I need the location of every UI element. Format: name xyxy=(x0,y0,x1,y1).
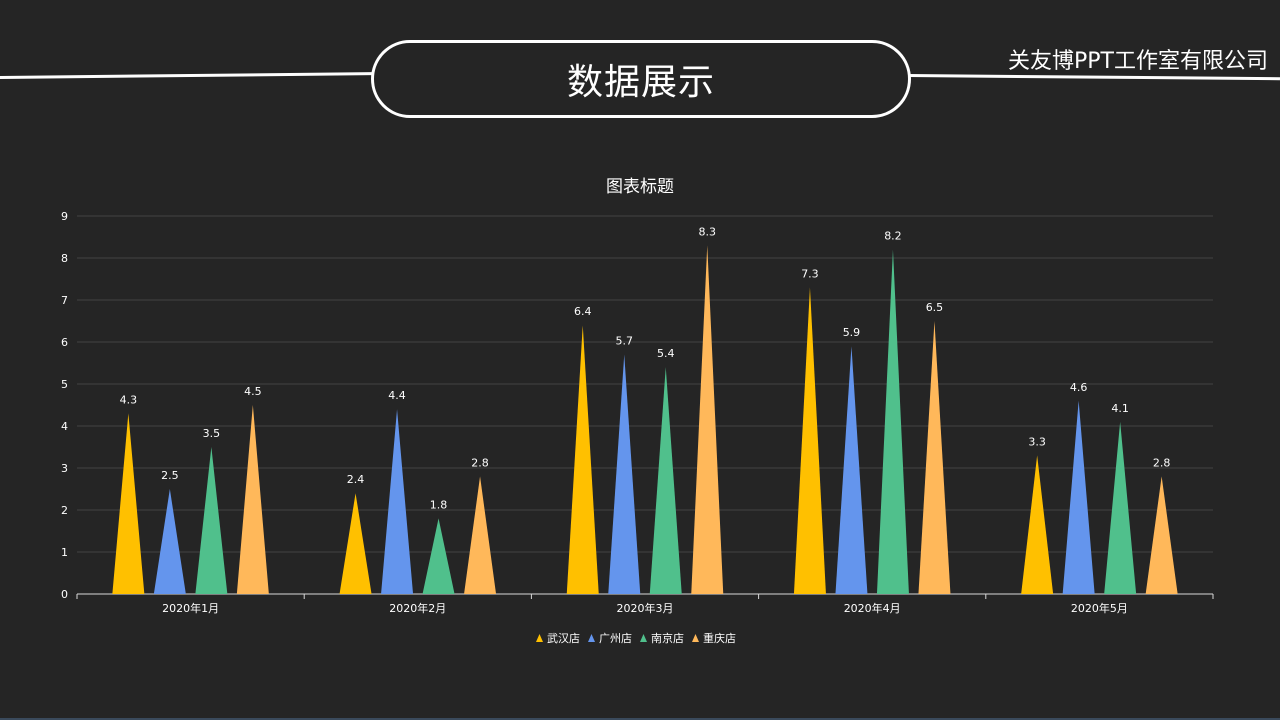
x-tick-label: 2020年5月 xyxy=(1071,601,1128,615)
data-label: 3.3 xyxy=(1028,435,1046,448)
bar-广州店-2020年1月 xyxy=(153,489,186,594)
bar-南京店-2020年3月 xyxy=(649,367,682,594)
legend-label: 武汉店 xyxy=(547,631,580,645)
slide-title: 数据展示 xyxy=(566,62,715,103)
data-label: 1.8 xyxy=(430,498,448,511)
y-tick-label: 9 xyxy=(61,210,68,223)
bar-南京店-2020年1月 xyxy=(195,447,228,594)
legend-marker xyxy=(692,634,699,642)
legend-label: 重庆店 xyxy=(703,631,736,645)
data-label: 2.4 xyxy=(347,473,365,486)
y-tick-label: 2 xyxy=(61,504,68,517)
y-tick-label: 3 xyxy=(61,462,68,475)
legend-marker xyxy=(588,634,595,642)
data-label: 4.1 xyxy=(1111,402,1129,415)
bar-武汉店-2020年2月 xyxy=(339,493,372,594)
data-label: 5.9 xyxy=(843,326,861,339)
bars xyxy=(112,245,1178,594)
y-tick-label: 7 xyxy=(61,294,68,307)
legend-label: 广州店 xyxy=(599,631,632,645)
data-label: 6.4 xyxy=(574,305,592,318)
bar-重庆店-2020年2月 xyxy=(464,476,497,594)
x-tick-label: 2020年2月 xyxy=(389,601,446,615)
bar-广州店-2020年4月 xyxy=(835,346,868,594)
bar-武汉店-2020年1月 xyxy=(112,413,145,594)
company-name: 关友博PPT工作室有限公司 xyxy=(1008,49,1268,74)
chart-title: 图表标题 xyxy=(606,177,674,197)
y-tick-label: 1 xyxy=(61,546,68,559)
y-tick-label: 8 xyxy=(61,252,68,265)
x-tick-label: 2020年3月 xyxy=(617,601,674,615)
bar-重庆店-2020年5月 xyxy=(1145,476,1178,594)
data-label: 8.2 xyxy=(884,230,902,243)
data-label: 2.5 xyxy=(161,469,179,482)
legend-marker xyxy=(536,634,543,642)
x-tick-label: 2020年1月 xyxy=(162,601,219,615)
bar-南京店-2020年5月 xyxy=(1104,421,1137,594)
data-label: 3.5 xyxy=(203,427,221,440)
data-label: 4.3 xyxy=(120,393,138,406)
bar-武汉店-2020年4月 xyxy=(793,287,826,594)
data-label: 6.5 xyxy=(926,301,944,314)
data-labels: 4.3 2.4 6.4 7.3 3.3 2.5 4.4 5.7 5.9 4.6 3.5 1.8 5.4 8… xyxy=(120,225,1171,511)
data-label: 5.4 xyxy=(657,347,675,360)
x-tick-label: 2020年4月 xyxy=(844,601,901,615)
bar-重庆店-2020年4月 xyxy=(918,321,951,594)
y-tick-label: 0 xyxy=(61,588,68,601)
legend: 武汉店 广州店 南京店 重庆店 xyxy=(536,631,736,645)
legend-marker xyxy=(640,634,647,642)
data-label: 2.8 xyxy=(471,456,489,469)
data-label: 4.5 xyxy=(244,385,262,398)
grid-lines xyxy=(77,215,1213,553)
data-label: 5.7 xyxy=(616,335,634,348)
bar-武汉店-2020年5月 xyxy=(1021,455,1054,594)
bottom-edge xyxy=(0,718,1280,720)
title-pill: 数据展示 xyxy=(371,40,911,118)
data-label: 4.4 xyxy=(388,389,406,402)
bar-南京店-2020年2月 xyxy=(422,518,455,594)
bar-广州店-2020年3月 xyxy=(608,354,641,594)
bar-广州店-2020年5月 xyxy=(1062,400,1095,594)
y-tick-label: 4 xyxy=(61,420,68,433)
data-label: 7.3 xyxy=(801,267,819,280)
bar-重庆店-2020年1月 xyxy=(236,405,269,594)
legend-label: 南京店 xyxy=(651,631,684,645)
bar-南京店-2020年4月 xyxy=(876,249,909,594)
bar-重庆店-2020年3月 xyxy=(691,245,724,594)
data-label: 8.3 xyxy=(699,225,717,238)
y-tick-label: 5 xyxy=(61,378,68,391)
data-label: 4.6 xyxy=(1070,381,1088,394)
bar-武汉店-2020年3月 xyxy=(566,325,599,594)
bar-广州店-2020年2月 xyxy=(381,409,414,594)
data-label: 2.8 xyxy=(1153,456,1171,469)
y-tick-label: 6 xyxy=(61,336,68,349)
